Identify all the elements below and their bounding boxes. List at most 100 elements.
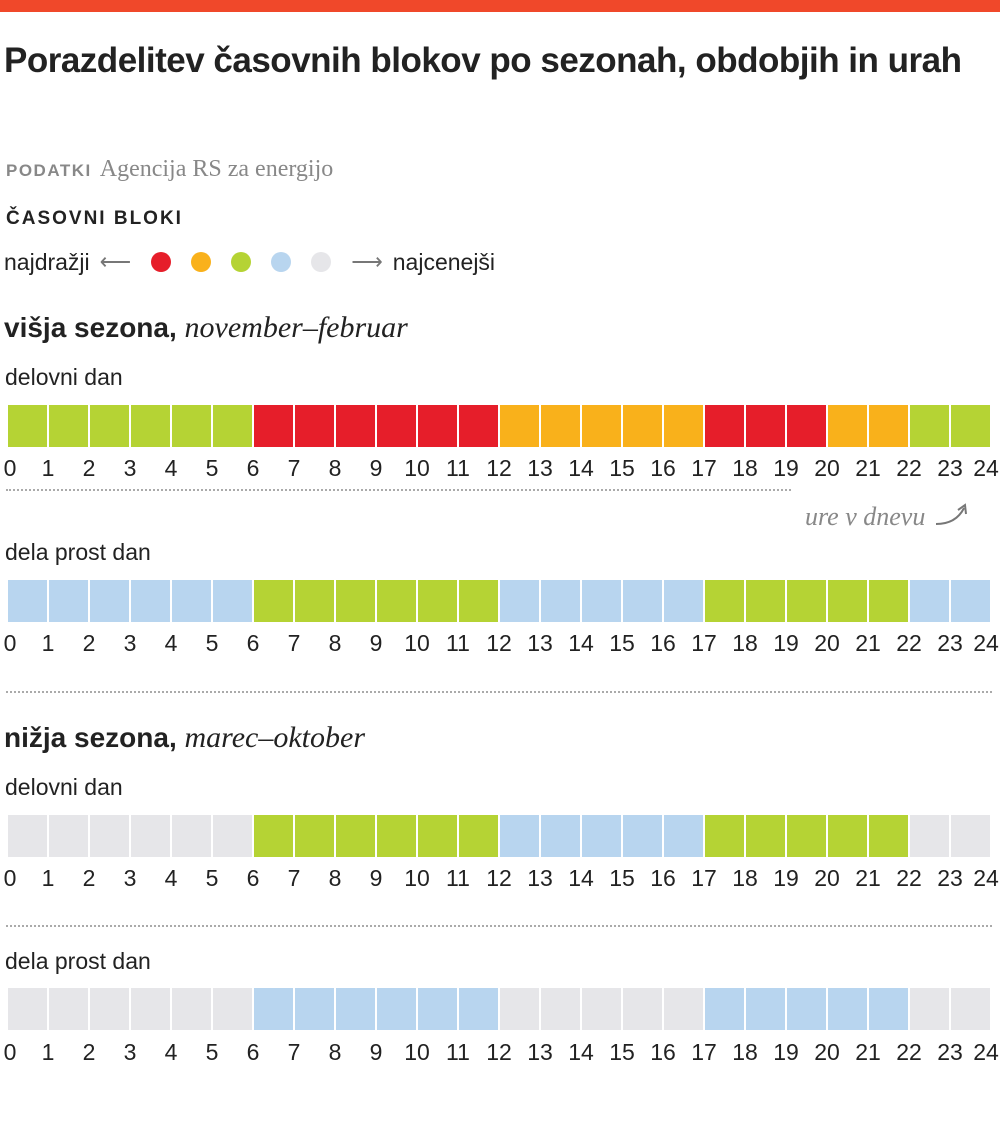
hour-block-14 xyxy=(582,405,621,447)
tick-label: 2 xyxy=(82,1039,96,1065)
tick-label: 1 xyxy=(41,630,55,656)
tick-label: 17 xyxy=(691,455,717,481)
hour-ticks: 0 1 2 3 4 5 6 7 8 9 10 11 12 13 14 15 16 17 18 19 20 21 22 23 24 xyxy=(0,455,1000,483)
tick-label: 1 xyxy=(41,865,55,891)
tick-label: 20 xyxy=(814,1039,840,1065)
curved-arrow-icon xyxy=(935,503,967,525)
hour-block-16 xyxy=(664,405,703,447)
hour-block-4 xyxy=(172,580,211,622)
legend-dot-block-5 xyxy=(311,252,332,272)
tick-label: 5 xyxy=(205,1039,219,1065)
hour-block-18 xyxy=(746,405,785,447)
hour-block-17 xyxy=(705,580,744,622)
hour-block-11 xyxy=(459,580,498,622)
tick-label: 21 xyxy=(855,1039,881,1065)
tick-label: 11 xyxy=(446,865,470,891)
legend-dot-block-2 xyxy=(191,252,212,272)
tick-label: 12 xyxy=(486,630,512,656)
tick-label: 6 xyxy=(246,1039,260,1065)
hour-block-15 xyxy=(623,580,662,622)
tick-label: 13 xyxy=(527,455,553,481)
hour-block-10 xyxy=(418,815,457,857)
hour-block-12 xyxy=(500,988,539,1030)
tick-label: 19 xyxy=(773,865,799,891)
tick-label: 10 xyxy=(404,1039,430,1065)
hour-block-16 xyxy=(664,815,703,857)
hour-block-21 xyxy=(869,405,908,447)
legend-title: ČASOVNI BLOKI xyxy=(6,208,183,229)
hour-block-7 xyxy=(295,815,334,857)
hour-block-6 xyxy=(254,580,293,622)
tick-label: 24 xyxy=(973,630,999,656)
hour-block-19 xyxy=(787,405,826,447)
hour-block-2 xyxy=(90,580,129,622)
tick-label: 6 xyxy=(246,455,260,481)
tick-label: 0 xyxy=(3,630,17,656)
hour-block-13 xyxy=(541,815,580,857)
hour-block-9 xyxy=(377,405,416,447)
legend-dot-block-3 xyxy=(231,252,252,272)
hour-block-0 xyxy=(8,815,47,857)
tick-label: 19 xyxy=(773,630,799,656)
legend-right-label: najcenejši xyxy=(392,248,496,275)
tick-label: 3 xyxy=(123,865,137,891)
hour-block-18 xyxy=(746,580,785,622)
tick-label: 18 xyxy=(732,630,758,656)
hour-block-7 xyxy=(295,988,334,1030)
tick-label: 7 xyxy=(287,455,301,481)
tick-label: 24 xyxy=(973,865,999,891)
tick-label: 18 xyxy=(732,455,758,481)
tick-label: 13 xyxy=(527,865,553,891)
hour-block-19 xyxy=(787,815,826,857)
hour-block-18 xyxy=(746,815,785,857)
tick-label: 11 xyxy=(446,630,470,656)
tick-label: 16 xyxy=(650,1039,676,1065)
hour-block-23 xyxy=(951,988,990,1030)
tick-label: 17 xyxy=(691,865,717,891)
arrow-right-icon: ⟶ xyxy=(351,249,383,274)
season-months: marec–oktober xyxy=(184,721,366,754)
tick-label: 14 xyxy=(568,1039,594,1065)
hour-block-20 xyxy=(828,580,867,622)
hour-block-3 xyxy=(131,815,170,857)
hours-note: ure v dnevu xyxy=(805,502,970,532)
hour-block-0 xyxy=(8,988,47,1030)
hour-block-11 xyxy=(459,405,498,447)
tick-label: 0 xyxy=(3,865,17,891)
hour-ticks: 0 1 2 3 4 5 6 7 8 9 10 11 12 13 14 15 16 17 18 19 20 21 22 23 24 xyxy=(0,1039,1000,1067)
tick-label: 23 xyxy=(937,455,963,481)
tick-label: 2 xyxy=(82,865,96,891)
tick-label: 15 xyxy=(609,1039,635,1065)
tick-label: 21 xyxy=(855,865,881,891)
tick-label: 11 xyxy=(446,1039,470,1065)
hour-block-12 xyxy=(500,580,539,622)
hour-block-13 xyxy=(541,580,580,622)
hour-block-9 xyxy=(377,988,416,1030)
tick-label: 15 xyxy=(609,865,635,891)
hour-block-14 xyxy=(582,815,621,857)
hour-block-15 xyxy=(623,815,662,857)
tick-label: 8 xyxy=(328,1039,342,1065)
hour-block-16 xyxy=(664,988,703,1030)
hour-block-6 xyxy=(254,815,293,857)
tick-label: 16 xyxy=(650,865,676,891)
hour-block-5 xyxy=(213,815,252,857)
tick-label: 3 xyxy=(123,455,137,481)
tick-label: 9 xyxy=(369,1039,383,1065)
tick-label: 22 xyxy=(896,630,922,656)
hour-block-9 xyxy=(377,815,416,857)
tick-label: 4 xyxy=(164,1039,178,1065)
block-row xyxy=(8,988,992,1030)
chart-title: Porazdelitev časovnih blokov po sezonah,… xyxy=(4,41,962,80)
tick-label: 8 xyxy=(328,455,342,481)
tick-label: 6 xyxy=(246,630,260,656)
hour-block-23 xyxy=(951,405,990,447)
tick-label: 18 xyxy=(732,865,758,891)
tick-label: 3 xyxy=(123,1039,137,1065)
tick-label: 5 xyxy=(205,455,219,481)
hour-block-14 xyxy=(582,988,621,1030)
hour-block-21 xyxy=(869,580,908,622)
hour-block-22 xyxy=(910,988,949,1030)
source-label: PODATKI xyxy=(6,161,92,180)
tick-label: 23 xyxy=(937,630,963,656)
